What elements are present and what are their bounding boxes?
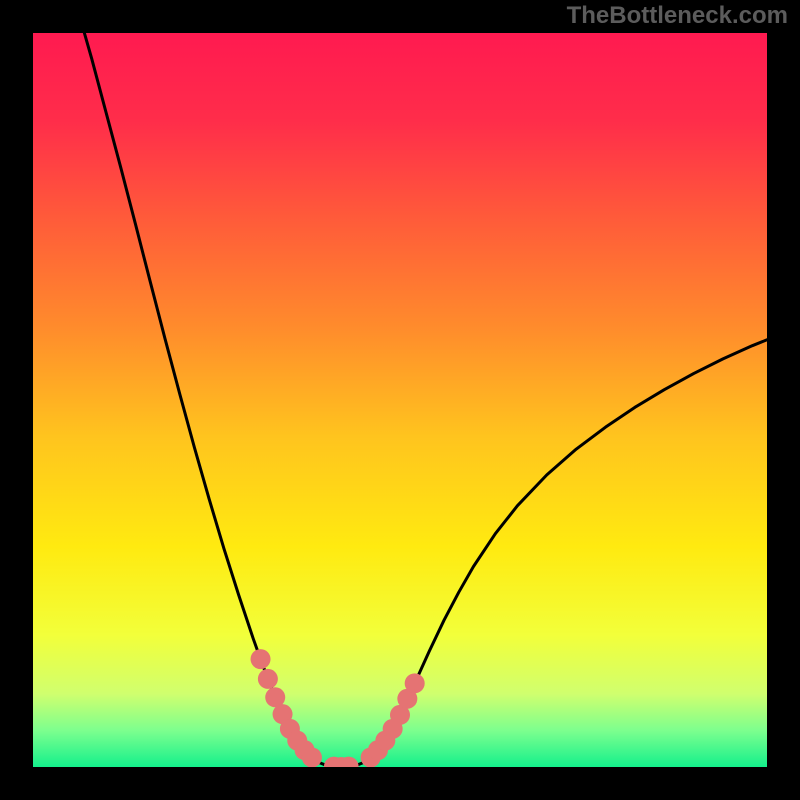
marker-dot — [258, 669, 278, 689]
plot-area — [33, 33, 767, 767]
marker-dot — [302, 747, 322, 767]
image-root: TheBottleneck.com — [0, 0, 800, 800]
watermark-text: TheBottleneck.com — [567, 2, 788, 30]
marker-dot — [251, 649, 271, 669]
curve-layer — [33, 33, 767, 767]
bottleneck-curve — [84, 33, 767, 767]
marker-group — [251, 649, 425, 767]
marker-dot — [405, 673, 425, 693]
